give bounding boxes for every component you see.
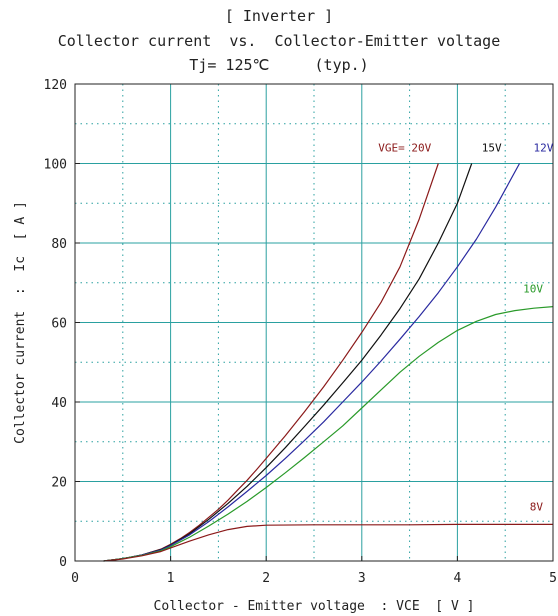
x-tick-label: 1 [167,571,175,586]
y-tick-label: 0 [59,555,67,570]
y-tick-label: 80 [51,237,67,252]
series-line [103,163,439,562]
chart-condition: Tj= 125℃ (typ.) [189,56,369,74]
y-tick-label: 20 [51,476,67,491]
series-label: 10V [523,283,543,296]
series-line [103,163,521,562]
series-label: 15V [482,142,502,155]
tick-layer: 0 1 2 3 4 5 0 20 40 60 80 100 120 [44,78,557,586]
series-label: 8V [530,500,544,513]
label-layer: VGE= 20V 15V 12V 10V 8V [378,142,554,514]
y-tick-label: 100 [44,158,67,173]
y-axis-label: Collector current : Ic [ A ] [13,201,28,444]
series-line [103,523,553,562]
y-tick-label: 60 [51,317,67,332]
chart-title: [ Inverter ] [224,7,334,25]
x-tick-label: 5 [549,571,557,586]
grid-layer [75,84,553,561]
chart-subtitle: Collector current vs. Collector-Emitter … [57,32,501,50]
x-tick-label: 4 [453,571,461,586]
series-line [103,306,554,562]
x-tick-label: 2 [262,571,270,586]
x-tick-label: 3 [358,571,366,586]
x-tick-label: 0 [71,571,79,586]
series-label: 12V [534,142,554,155]
y-tick-label: 120 [44,78,67,93]
y-tick-label: 40 [51,396,67,411]
series-layer [103,163,554,562]
x-axis-label: Collector - Emitter voltage : VCE [ V ] [154,599,475,614]
series-label: VGE= 20V [378,142,431,155]
